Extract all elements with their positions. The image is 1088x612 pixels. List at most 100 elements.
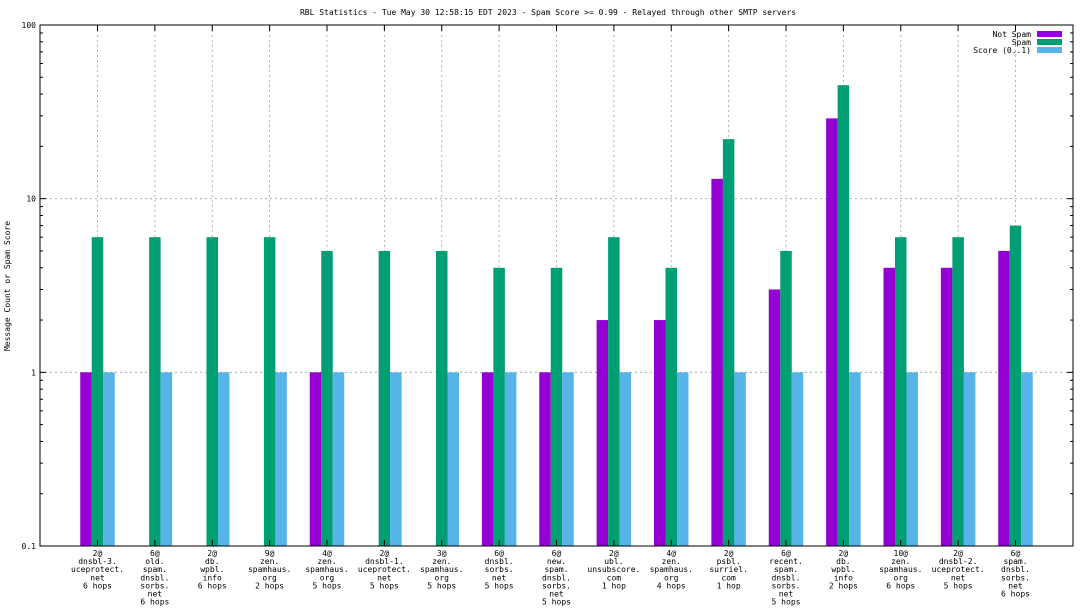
x-tick-label-line: 3@: [437, 549, 447, 558]
bar-score-0-1: [447, 372, 459, 546]
bar-not-spam: [940, 267, 953, 546]
x-tick-label-line: sorbs.: [485, 565, 514, 574]
x-tick-label: 2@ db. wpbl. info 2 hops: [829, 549, 858, 590]
bar-score-0-1: [734, 372, 746, 546]
bar-spam: [895, 237, 907, 546]
x-tick-label: 2@ ubl. unsubscore. com 1 hop: [587, 549, 640, 590]
bar-score-0-1: [677, 372, 689, 546]
bar-not-spam: [80, 372, 92, 546]
x-tick-label-line: zen.: [662, 557, 681, 566]
bar-score-0-1: [791, 372, 804, 546]
x-tick-label-line: 10@: [894, 549, 909, 558]
x-tick-label-line: 2@: [953, 549, 963, 558]
x-tick-label-line: sorbs.: [1001, 573, 1030, 582]
legend-label: Score (0..1): [973, 46, 1031, 55]
x-tick-label-line: spam.: [544, 565, 568, 574]
x-tick-label-line: org: [320, 573, 335, 582]
x-tick-label-line: zen.: [891, 557, 910, 566]
x-tick-label: 3@ zen. spamhaus. org 5 hops: [420, 549, 463, 590]
x-tick-label-line: recent.: [769, 557, 803, 566]
x-tick-label-line: 6@: [150, 549, 160, 558]
bar-score-0-1: [1021, 372, 1033, 546]
x-tick-label-line: ubl.: [604, 557, 623, 566]
x-tick-label-line: 6 hops: [83, 581, 112, 590]
x-tick-label-line: uceprotect.: [358, 565, 411, 574]
bar-score-0-1: [619, 372, 632, 546]
x-tick-label-line: dnsbl-3.: [78, 557, 117, 566]
y-tick-label: 100: [22, 21, 37, 30]
x-tick-label: 6@ new. spam. dnsbl. sorbs. net 5 hops: [542, 549, 571, 607]
x-tick-label-line: info: [834, 573, 853, 582]
x-tick-label-line: dnsbl-2.: [939, 557, 978, 566]
x-tick-label: 2@ dnsbl-1. uceprotect. net 5 hops: [358, 549, 411, 590]
x-tick-label: 2@ db. wpbl. info 6 hops: [198, 549, 227, 590]
x-tick-label-line: info: [203, 573, 222, 582]
x-tick-label-line: spamhaus.: [650, 565, 693, 574]
x-tick-label-line: zen.: [260, 557, 279, 566]
bar-not-spam: [998, 250, 1010, 546]
x-tick-label: 4@ zen. spamhaus. org 4 hops: [650, 549, 693, 590]
bar-spam: [1009, 225, 1022, 546]
x-tick-label-line: dnsbl-1.: [365, 557, 404, 566]
x-tick-label-line: 2@: [724, 549, 734, 558]
bar-score-0-1: [390, 372, 402, 546]
bar-score-0-1: [160, 372, 173, 546]
bar-not-spam: [768, 289, 781, 546]
x-tick-label-line: wpbl.: [831, 565, 855, 574]
x-tick-label: 10@ zen. spamhaus. org 6 hops: [879, 549, 922, 590]
bar-spam: [378, 250, 391, 546]
x-tick-label-line: sorbs.: [772, 581, 801, 590]
x-tick-label-line: 6@: [552, 549, 562, 558]
x-tick-label-line: 6 hops: [886, 581, 915, 590]
bar-not-spam: [309, 372, 322, 546]
x-tick-label-line: spam.: [1003, 557, 1027, 566]
bar-score-0-1: [218, 372, 230, 546]
x-tick-label: 4@ zen. spamhaus. org 5 hops: [305, 549, 348, 590]
bar-score-0-1: [906, 372, 918, 546]
x-tick-label-line: 6 hops: [140, 598, 169, 607]
x-tick-label-line: 2@: [207, 549, 217, 558]
bars: [80, 85, 1033, 546]
bar-spam: [91, 237, 104, 546]
x-tick-label-line: 1 hop: [602, 581, 626, 590]
bar-spam: [493, 267, 505, 546]
x-tick-label-line: 1 hop: [717, 581, 741, 590]
x-tick-label-line: spam.: [143, 565, 167, 574]
x-tick-label-line: net: [1008, 581, 1023, 590]
x-tick-label-line: 6@: [781, 549, 791, 558]
bar-not-spam: [539, 372, 551, 546]
x-tick-label-line: uceprotect.: [71, 565, 124, 574]
bar-not-spam: [596, 320, 609, 546]
bar-spam: [263, 237, 276, 546]
x-tick-label-line: com: [721, 573, 736, 582]
x-tick-label: 6@ old. spam. dnsbl. sorbs. net 6 hops: [140, 549, 169, 607]
x-tick-label-line: uceprotect.: [932, 565, 985, 574]
x-tick-label-line: org: [262, 573, 277, 582]
bar-not-spam: [883, 267, 895, 546]
x-tick-label-line: 5 hops: [485, 581, 514, 590]
y-axis-label: Message Count or Spam Score: [3, 221, 12, 351]
x-tick-label-line: spamhaus.: [248, 565, 291, 574]
x-tick-label-line: 5 hops: [944, 581, 973, 590]
x-tick-label-line: unsubscore.: [587, 565, 640, 574]
x-tick-label-line: 5 hops: [542, 598, 571, 607]
legend-swatch: [1037, 31, 1062, 37]
x-tick-label-line: spamhaus.: [420, 565, 463, 574]
x-tick-label-line: 6 hops: [198, 581, 227, 590]
bar-score-0-1: [275, 372, 287, 546]
x-tick-label-line: net: [377, 573, 392, 582]
bar-spam: [550, 267, 563, 546]
x-tick-label-line: spamhaus.: [879, 565, 922, 574]
x-tick-label: 2@ psbl. surriel. com 1 hop: [709, 549, 748, 590]
x-tick-label-line: old.: [145, 557, 164, 566]
x-tick-label-line: db.: [836, 557, 850, 566]
bar-spam: [206, 237, 218, 546]
bar-not-spam: [654, 320, 666, 546]
x-tick-label-line: spam.: [774, 565, 798, 574]
x-tick-label: 2@ dnsbl-2. uceprotect. net 5 hops: [932, 549, 985, 590]
y-tick-label: 10: [26, 195, 36, 204]
x-tick-label-line: 5 hops: [772, 598, 801, 607]
